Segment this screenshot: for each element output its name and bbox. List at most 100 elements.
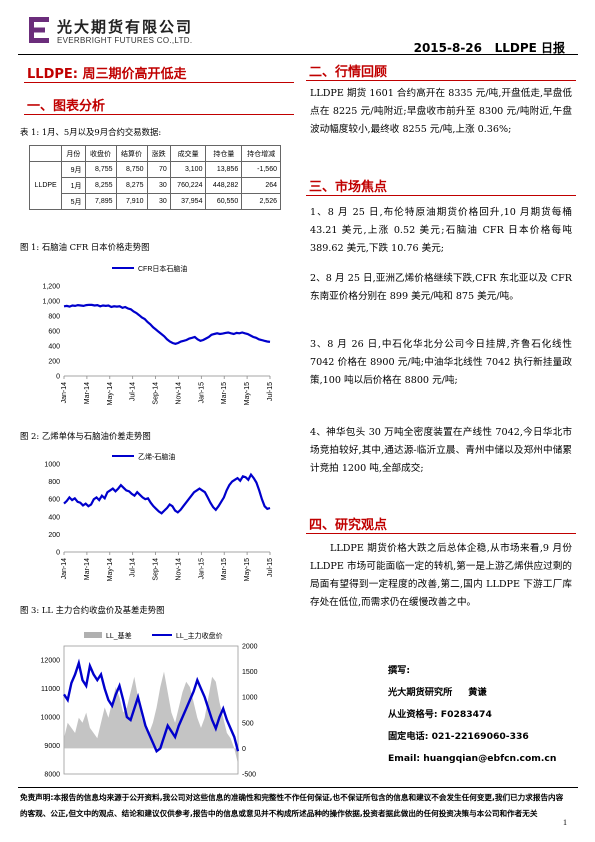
table-header-cell: 结算价 xyxy=(115,145,148,162)
section2-text: LLDPE 期货 1601 合约高开在 8335 元/吨,开盘低走,早盘低点在 … xyxy=(310,88,572,135)
y-tick-label: 200 xyxy=(48,532,60,539)
focus-item: 4、神华包头 30 万吨全密度装置在产线性 7042,今日华北市场竞拍较好,其中… xyxy=(310,427,572,474)
table-cell: 9月 xyxy=(61,161,86,178)
x-tick-label: Jul-15 xyxy=(267,558,274,577)
table-cell: 60,550 xyxy=(205,193,243,210)
table-cell: 30 xyxy=(146,177,171,194)
y-right-tick-label: 500 xyxy=(242,720,254,727)
y-right-tick-label: 1500 xyxy=(242,669,258,676)
section3-rule xyxy=(306,195,576,196)
headline: LLDPE: 周三期价高开低走 xyxy=(27,67,187,82)
table-cell: -1,560 xyxy=(241,161,281,178)
author-email: Email: huangqian@ebfcn.com.cn xyxy=(388,753,557,764)
contract-data-table: 月份 收盘价 结算价 涨跌 成交量 持仓量 持仓增减 LLDPE 9月 8,75… xyxy=(28,145,281,210)
chart-ll-close-and-basis: LL_基差 LL_主力收盘价80009000100001100012000-500… xyxy=(41,631,258,779)
fig1-caption: 图 1: 石脑油 CFR 日本价格走势图 xyxy=(20,242,150,252)
y-tick-label: 600 xyxy=(48,329,60,336)
series-line xyxy=(63,303,271,345)
focus-item: 2、8 月 25 日,亚洲乙烯价格继续下跌,CFR 东北亚以及 CFR 东南亚价… xyxy=(310,273,572,302)
y-left-tick-label: 12000 xyxy=(41,658,61,665)
x-tick-label: May-14 xyxy=(107,382,114,405)
y-tick-label: 600 xyxy=(48,497,60,504)
table-cell: 760,224 xyxy=(169,177,207,194)
legend-swatch-basis xyxy=(84,632,102,638)
x-tick-label: Sep-14 xyxy=(153,558,160,581)
focus-item: 3、8 月 26 日,中石化华北分公司今日挂牌,齐鲁石化线性 7042 价格在 … xyxy=(310,339,572,386)
table-header-cell: 持仓增减 xyxy=(241,145,281,162)
y-tick-label: 0 xyxy=(56,550,60,557)
x-tick-label: May-15 xyxy=(244,382,251,405)
basis-area xyxy=(64,671,238,764)
y-right-tick-label: 0 xyxy=(242,746,246,753)
y-right-tick-label: -500 xyxy=(242,772,256,779)
table-header-cell: 收盘价 xyxy=(84,145,117,162)
x-tick-label: Mar-14 xyxy=(84,382,91,404)
x-tick-label: Jan-15 xyxy=(198,558,205,580)
x-tick-label: Mar-14 xyxy=(84,558,91,580)
focus-item: 1、8 月 25 日,布伦特原油期货价格回升,10 月期货每桶 43.21 美元… xyxy=(310,207,572,254)
fig3-caption: 图 3: LL 主力合约收盘价及基差走势图 xyxy=(20,605,165,615)
headline-rule xyxy=(24,82,294,83)
section1-title: 一、图表分析 xyxy=(27,99,106,114)
chart-naphtha-cfr-japan: CFR日本石脑油 0 200 400 600 800 1,000 1,200 Jan-14 Mar… xyxy=(42,264,274,405)
table-cell: 5月 xyxy=(61,193,86,210)
table-cell: 30 xyxy=(146,193,171,210)
x-tick-label: Jan-14 xyxy=(61,382,68,404)
table-cell: 13,856 xyxy=(205,161,243,178)
section4-text: LLDPE 期货价格大跌之后总体企稳,从市场来看,9 月份 LLDPE 市场可能… xyxy=(310,543,572,608)
disclaimer: 免责声明:本报告的信息均来源于公开资料,我公司对这些信息的准确性和完整性不作任何… xyxy=(20,793,564,818)
table-header-cell: 持仓量 xyxy=(205,145,243,162)
table-cell: 8,750 xyxy=(115,161,148,178)
table-cell: 70 xyxy=(146,161,171,178)
author-label: 撰写: xyxy=(388,665,411,676)
legend-label-basis: LL_基差 xyxy=(106,631,132,640)
legend-label-close: LL_主力收盘价 xyxy=(176,631,223,640)
x-tick-label: Nov-14 xyxy=(175,558,182,581)
series-line xyxy=(63,472,271,515)
x-tick-label: Jul-14 xyxy=(130,558,137,577)
table-cell: 7,895 xyxy=(84,193,117,210)
x-tick-label: May-15 xyxy=(244,558,251,581)
table-header-product xyxy=(28,145,63,162)
author-phone: 固定电话: 021-22169060-336 xyxy=(388,731,529,742)
table-header-cell: 涨跌 xyxy=(146,145,171,162)
table-cell: 8,755 xyxy=(84,161,117,178)
page-number: 1 xyxy=(563,818,567,827)
table-cell: 7,910 xyxy=(115,193,148,210)
section4-title: 四、研究观点 xyxy=(309,518,388,533)
table-cell: 1月 xyxy=(61,177,86,194)
company-name-en: EVERBRIGHT FUTURES CO.,LTD. xyxy=(57,36,193,45)
table-cell: 8,275 xyxy=(115,177,148,194)
x-tick-label: Jan-15 xyxy=(198,382,205,404)
y-left-tick-label: 11000 xyxy=(41,686,60,693)
table-row: 5月 7,895 7,910 30 37,954 60,550 2,526 xyxy=(30,193,281,210)
author-block: 撰写: 光大期货研究所 黄谦 从业资格号: F0283474 固定电话: 021… xyxy=(388,660,556,770)
x-tick-label: Mar-15 xyxy=(221,558,228,580)
company-logo xyxy=(29,17,51,43)
table-cell: 3,100 xyxy=(169,161,207,178)
y-left-tick-label: 10000 xyxy=(41,715,61,722)
author-name: 光大期货研究所 黄谦 xyxy=(388,687,487,698)
report-title: LLDPE 日报 xyxy=(494,41,565,55)
table-product-cell: LLDPE xyxy=(28,161,63,210)
y-tick-label: 400 xyxy=(48,514,60,521)
close-price-line xyxy=(62,658,240,754)
legend-label: CFR日本石脑油 xyxy=(138,264,187,273)
y-left-tick-label: 8000 xyxy=(44,772,60,779)
table-caption: 表 1: 1月、5月以及9月合约交易数据: xyxy=(20,127,162,137)
y-tick-label: 1,200 xyxy=(42,284,60,291)
y-tick-label: 200 xyxy=(48,359,60,366)
table-row: LLDPE 9月 8,755 8,750 70 3,100 13,856 -1,… xyxy=(28,161,281,210)
x-tick-label: Jan-14 xyxy=(61,558,68,580)
x-tick-label: Jul-15 xyxy=(267,382,274,401)
company-name-cn: 光大期货有限公司 xyxy=(57,18,194,36)
y-right-tick-label: 1000 xyxy=(242,695,258,702)
section2-rule xyxy=(306,80,576,81)
y-tick-label: 1,000 xyxy=(42,299,60,306)
section2-title: 二、行情回顾 xyxy=(309,65,388,80)
table-cell: 264 xyxy=(241,177,281,194)
fig2-caption: 图 2: 乙烯单体与石脑油价差走势图 xyxy=(20,431,151,441)
x-tick-label: May-14 xyxy=(107,558,114,581)
chart-ethylene-naphtha-spread: 乙烯-石脑油 0 200 400 600 800 1000 Jan-14 Mar-14 May-1… xyxy=(44,452,274,581)
author-license: 从业资格号: F0283474 xyxy=(388,709,492,720)
